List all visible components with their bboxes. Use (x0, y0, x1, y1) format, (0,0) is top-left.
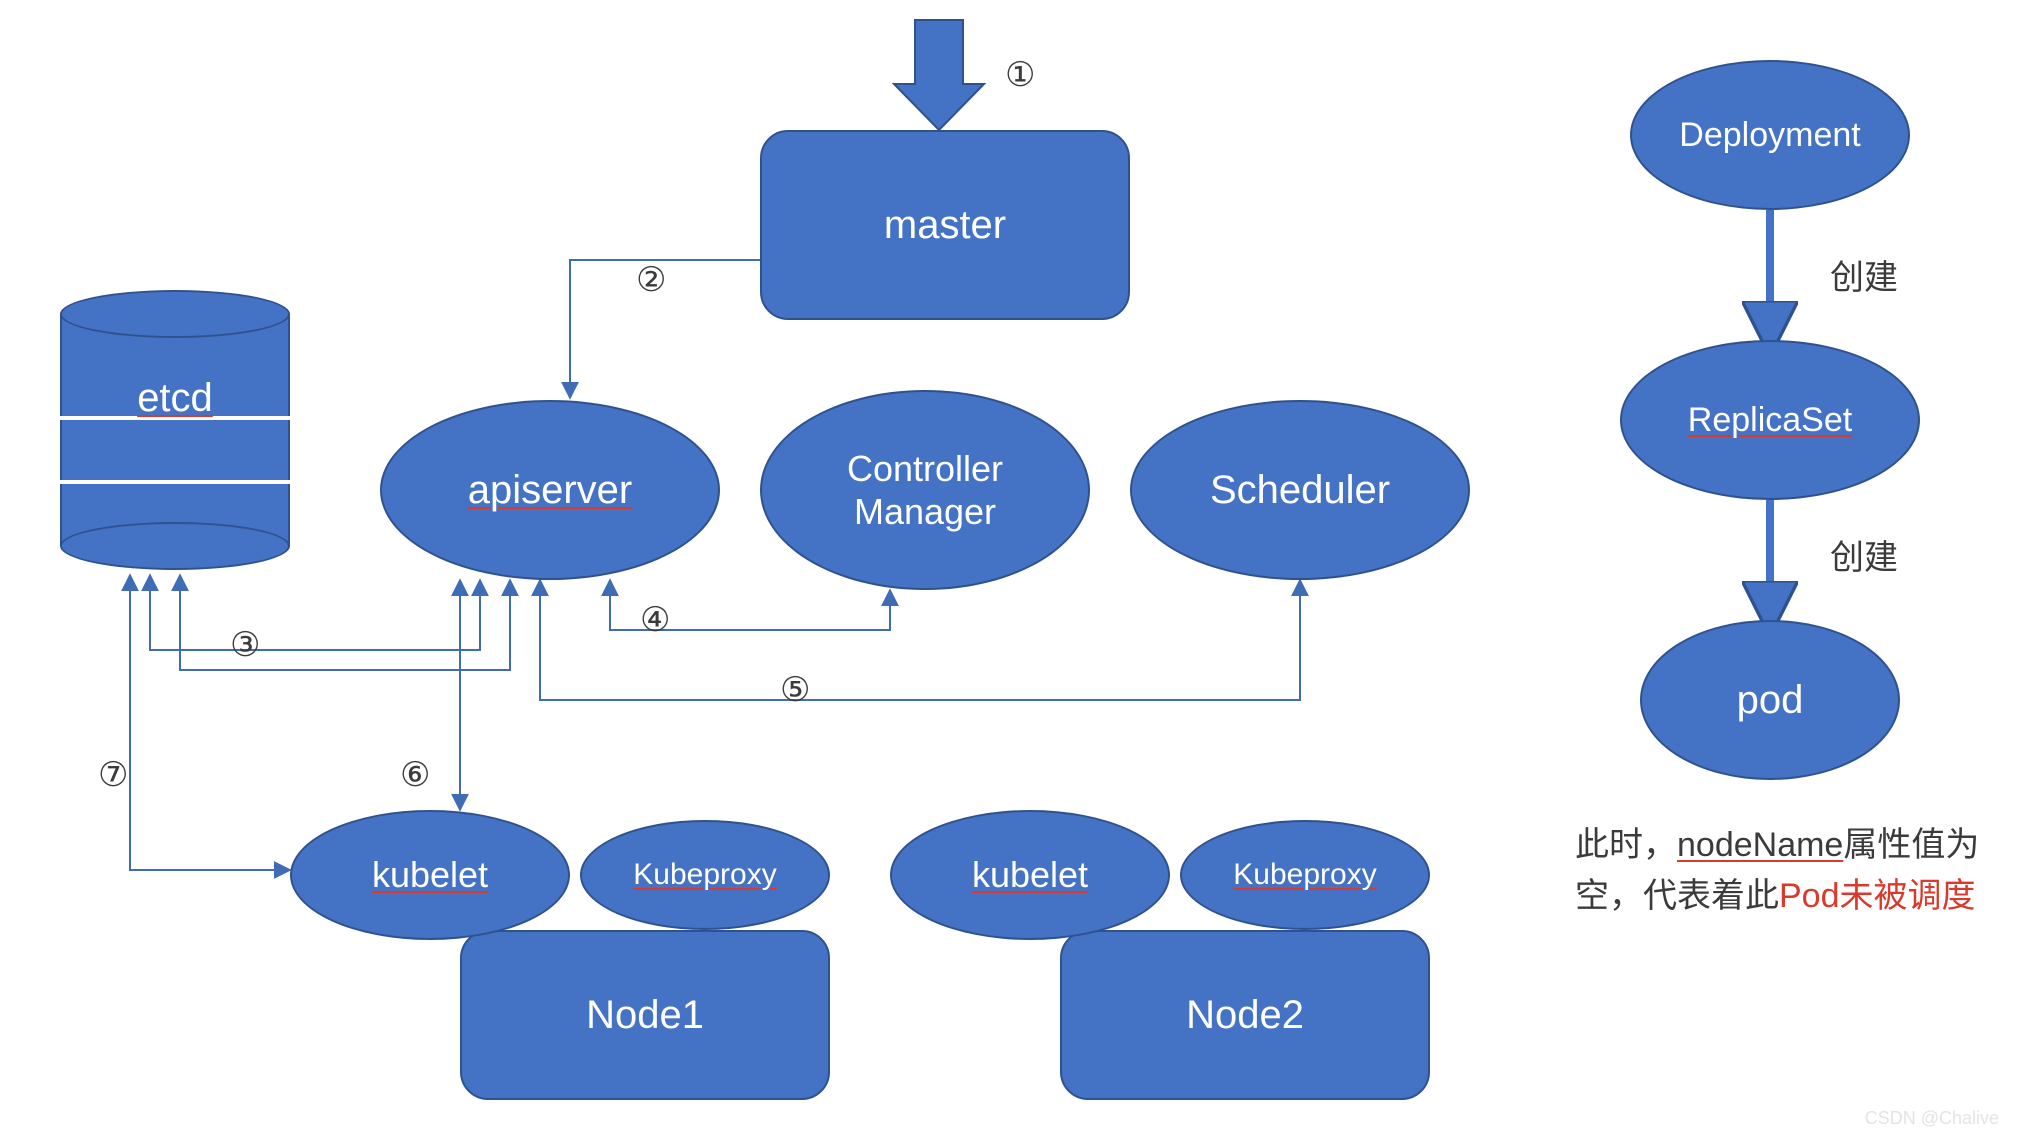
scheduler-label: Scheduler (1210, 466, 1390, 514)
caption-text: 此时，nodeName属性值为空，代表着此Pod未被调度 (1575, 820, 1995, 922)
master-label: master (884, 201, 1006, 249)
diagram-canvas: etcd master Node1 Node2 apiserver Contro… (0, 0, 2019, 1139)
create-label-1: 创建 (1830, 250, 1898, 299)
edge-2-master-apiserver (570, 260, 770, 398)
node1-label: Node1 (586, 991, 704, 1039)
create-label-2: 创建 (1830, 530, 1898, 579)
step-7-label: ⑦ (98, 755, 128, 795)
kubelet2-node: kubelet (890, 810, 1170, 940)
deployment-node: Deployment (1630, 60, 1910, 210)
kubeproxy1-label: Kubeproxy (633, 857, 776, 893)
edge-7-kubelet-etcd (130, 575, 290, 870)
step-2-label: ② (636, 260, 666, 300)
step-4-label: ④ (640, 600, 670, 640)
step-6-label: ⑥ (400, 755, 430, 795)
big-arrow (894, 20, 984, 130)
kubelet2-label: kubelet (972, 853, 1088, 896)
caption-underline: nodeName (1677, 826, 1843, 864)
node2-label: Node2 (1186, 991, 1304, 1039)
kubeproxy1-node: Kubeproxy (580, 820, 830, 930)
pod-node: pod (1640, 620, 1900, 780)
kubelet1-label: kubelet (372, 853, 488, 896)
caption-pre: 此时， (1575, 826, 1677, 864)
apiserver-label: apiserver (468, 466, 633, 514)
replicaset-label: ReplicaSet (1688, 400, 1852, 441)
etcd-cylinder: etcd (60, 290, 290, 570)
scheduler-node: Scheduler (1130, 400, 1470, 580)
edge-3-apiserver-etcd-1 (150, 575, 480, 650)
edge-5-scheduler-apiserver (540, 580, 1300, 700)
controller-manager-label: Controller Manager (847, 447, 1003, 533)
pod-label: pod (1737, 676, 1804, 724)
etcd-label: etcd (60, 374, 290, 422)
step-5-label: ⑤ (780, 670, 810, 710)
master-node: master (760, 130, 1130, 320)
step-1-label: ① (1005, 55, 1035, 95)
watermark: CSDN @Chalive (1865, 1108, 1999, 1129)
deployment-label: Deployment (1679, 115, 1860, 156)
kubeproxy2-node: Kubeproxy (1180, 820, 1430, 930)
replicaset-node: ReplicaSet (1620, 340, 1920, 500)
step-3-label: ③ (230, 625, 260, 665)
node2-node: Node2 (1060, 930, 1430, 1100)
controller-manager-node: Controller Manager (760, 390, 1090, 590)
kubeproxy2-label: Kubeproxy (1233, 857, 1376, 893)
kubelet1-node: kubelet (290, 810, 570, 940)
apiserver-node: apiserver (380, 400, 720, 580)
caption-red: Pod未被调度 (1779, 877, 1976, 915)
node1-node: Node1 (460, 930, 830, 1100)
